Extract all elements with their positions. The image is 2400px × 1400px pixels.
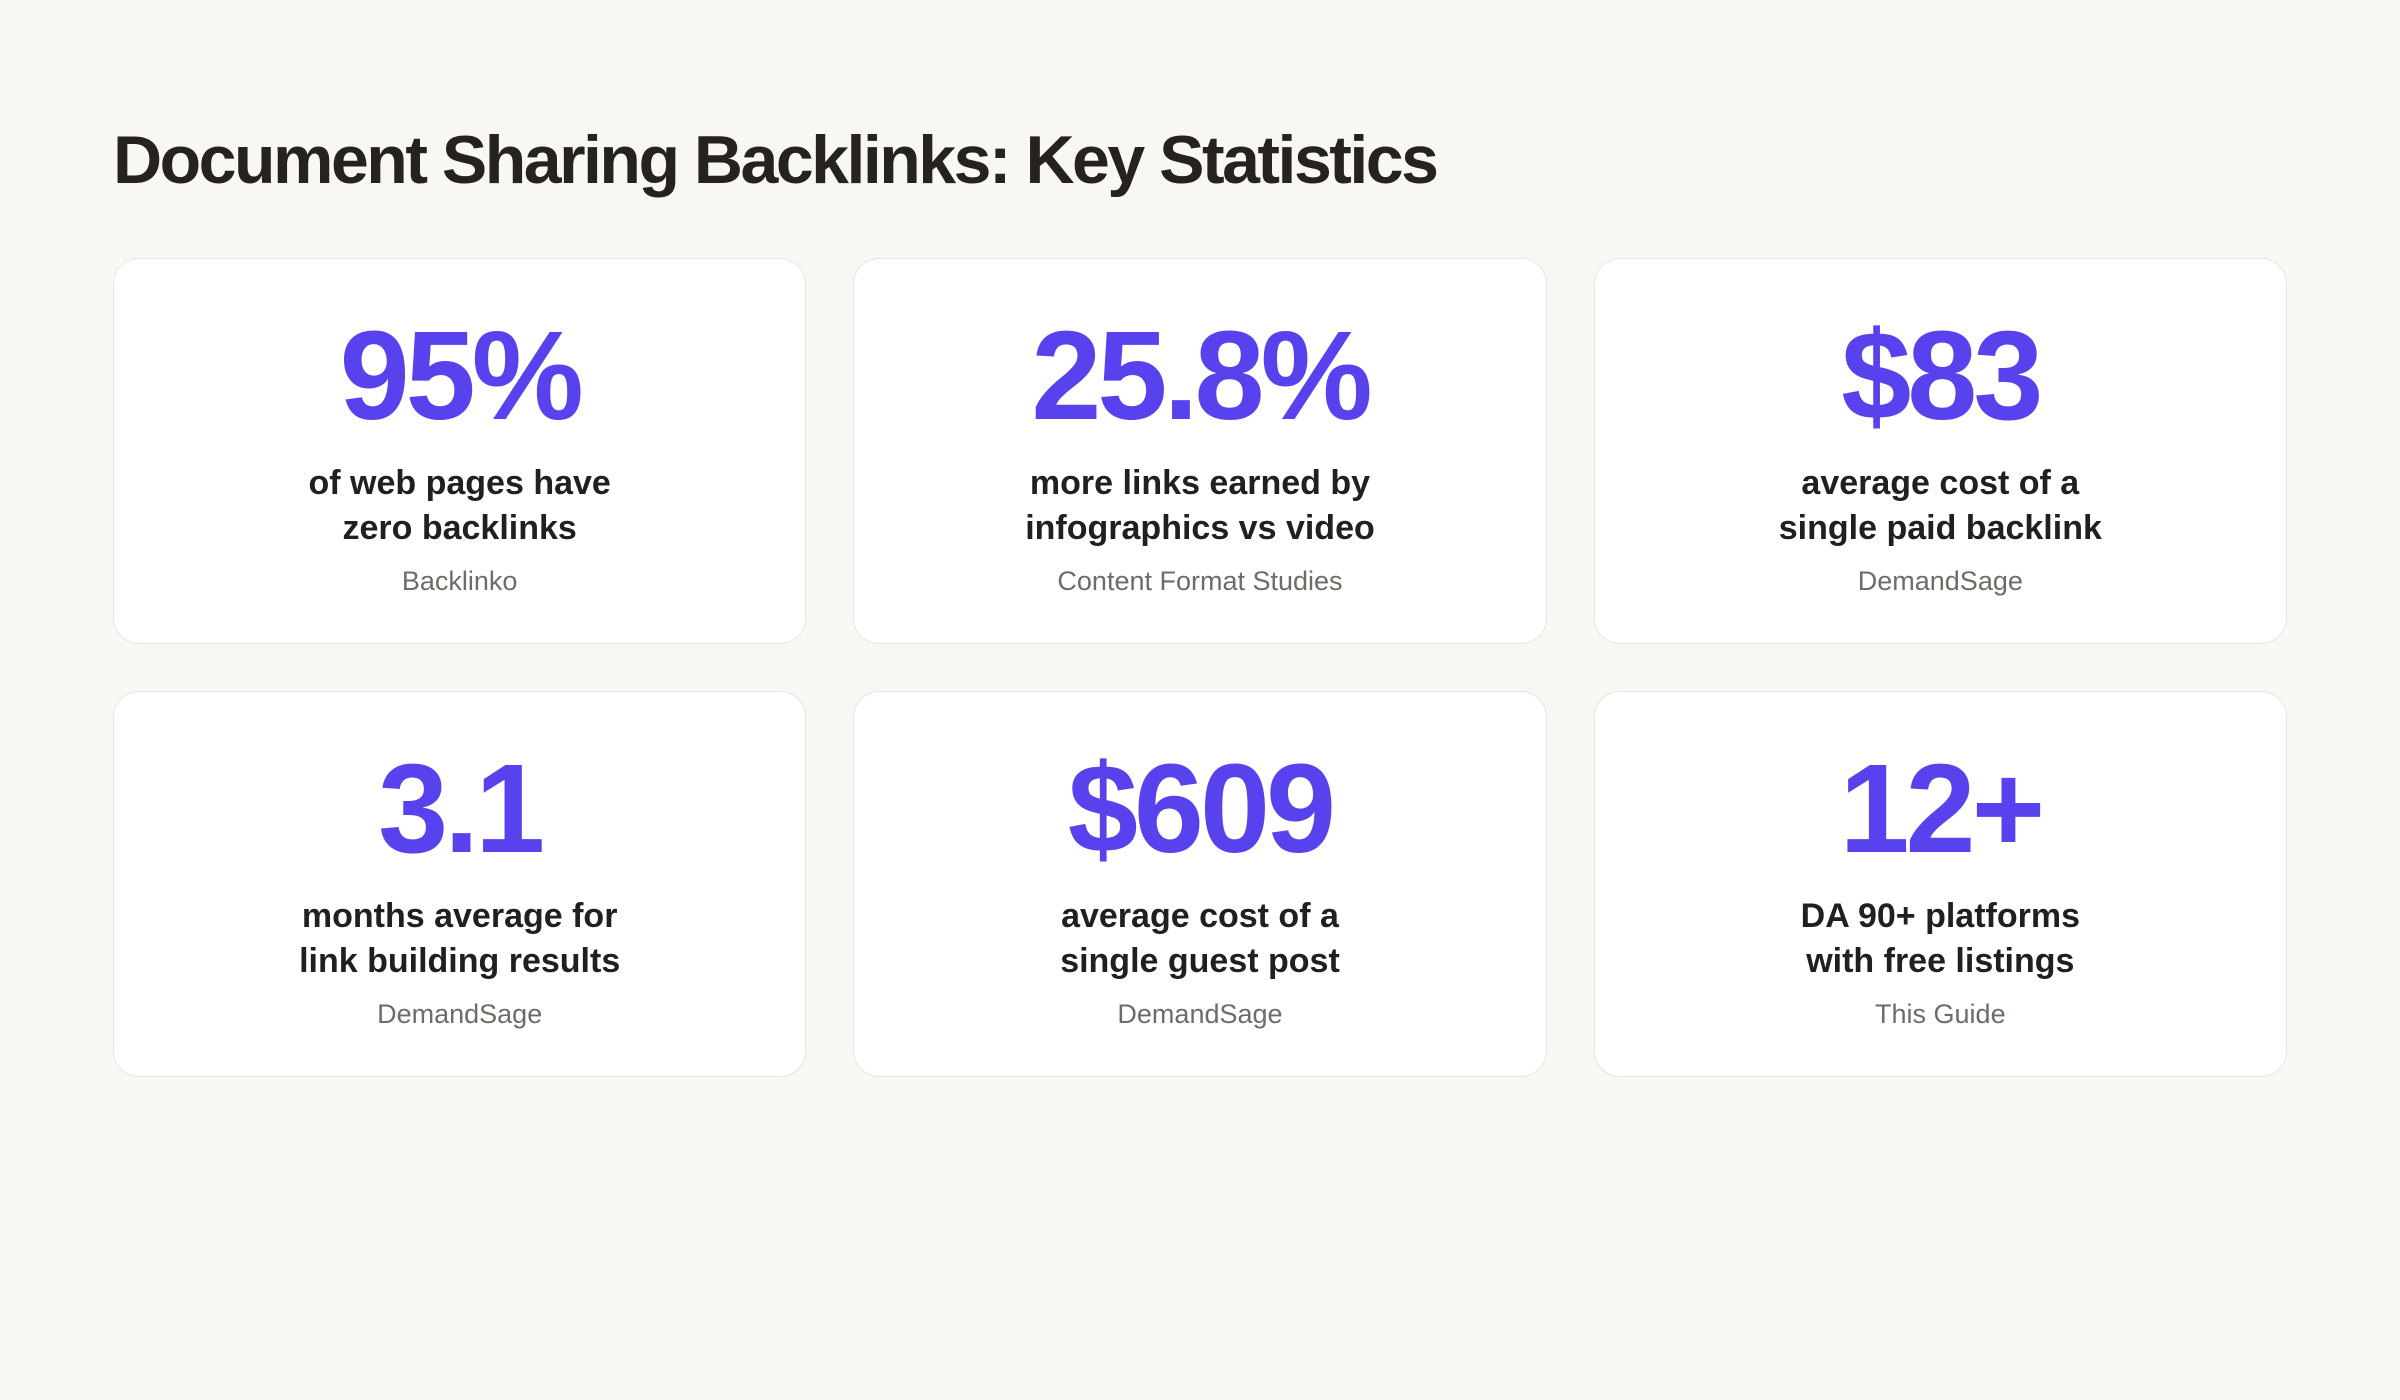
stat-value: 95% <box>339 305 584 447</box>
stat-description: more links earned by infographics vs vid… <box>1025 461 1375 549</box>
stat-card-infographics-links: 25.8% more links earned by infographics … <box>853 258 1547 644</box>
stat-description-line1: average cost of a <box>1061 897 1339 936</box>
stat-source: DemandSage <box>1117 998 1283 1029</box>
stat-description-line2: infographics vs video <box>1025 508 1375 547</box>
stat-description: of web pages have zero backlinks <box>309 461 611 549</box>
stat-description-line2: zero backlinks <box>342 508 577 547</box>
stat-card-link-building-months: 3.1 months average for link building res… <box>113 691 807 1077</box>
stat-card-zero-backlinks: 95% of web pages have zero backlinks Bac… <box>113 258 807 644</box>
stat-description-line2: single guest post <box>1060 941 1340 980</box>
stat-description: average cost of a single guest post <box>1060 894 1340 982</box>
stat-source: Backlinko <box>401 565 518 596</box>
stat-value: $609 <box>1067 738 1336 880</box>
stat-description-line1: more links earned by <box>1029 464 1371 503</box>
stat-card-paid-backlink-cost: $83 average cost of a single paid backli… <box>1593 258 2287 644</box>
stat-description-line2: with free listings <box>1806 941 2075 980</box>
stats-grid: 95% of web pages have zero backlinks Bac… <box>113 258 2287 1077</box>
stat-description-line1: average cost of a <box>1801 464 2080 503</box>
stat-card-da90-platforms: 12+ DA 90+ platforms with free listings … <box>1593 691 2287 1077</box>
stat-value: 3.1 <box>378 738 545 880</box>
stat-description: DA 90+ platforms with free listings <box>1801 894 2080 982</box>
stat-source: This Guide <box>1875 998 2006 1029</box>
stat-description-line1: DA 90+ platforms <box>1800 897 2080 936</box>
stat-source: Content Format Studies <box>1057 565 1343 596</box>
stat-description: average cost of a single paid backlink <box>1779 461 2102 549</box>
page-title: Document Sharing Backlinks: Key Statisti… <box>113 122 1439 198</box>
stat-description: months average for link building results <box>299 894 620 982</box>
stat-card-guest-post-cost: $609 average cost of a single guest post… <box>853 691 1547 1077</box>
stat-value: 12+ <box>1839 738 2045 880</box>
stat-description-line1: of web pages have <box>308 464 611 503</box>
stat-source: DemandSage <box>377 998 543 1029</box>
stat-source: DemandSage <box>1857 565 2023 596</box>
stat-description-line2: single paid backlink <box>1778 508 2102 547</box>
stat-description-line2: link building results <box>299 941 621 980</box>
stat-value: $83 <box>1841 305 2043 447</box>
stat-description-line1: months average for <box>301 897 618 936</box>
stat-value: 25.8% <box>1031 305 1372 447</box>
